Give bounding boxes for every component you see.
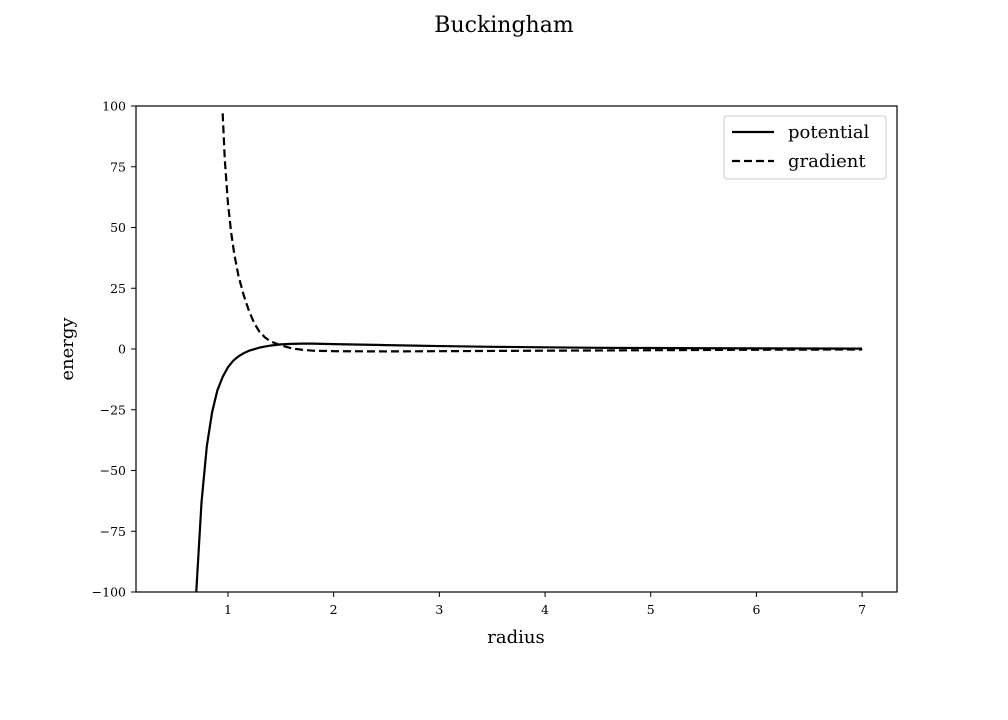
x-tick-label: 5 <box>647 602 655 617</box>
x-tick-label: 6 <box>752 602 760 617</box>
axes-frame <box>135 105 898 593</box>
legend-label-gradient: gradient <box>788 151 866 172</box>
y-tick-label: 50 <box>110 220 126 235</box>
y-tick-label: 100 <box>102 99 126 114</box>
x-tick-label: 4 <box>541 602 549 617</box>
y-tick-label: −75 <box>100 524 126 539</box>
x-tick-label: 1 <box>224 602 232 617</box>
y-tick-label: −50 <box>100 463 126 478</box>
y-tick-label: −100 <box>92 585 126 600</box>
y-tick-label: 0 <box>118 342 126 357</box>
legend-label-potential: potential <box>788 122 870 143</box>
x-axis: 1 2 3 4 5 6 7 <box>224 592 866 617</box>
x-axis-label: radius <box>487 627 544 648</box>
legend: potential gradient <box>723 115 887 180</box>
series-line-gradient <box>221 113 863 353</box>
y-tick-label: −25 <box>100 402 126 417</box>
y-axis: −100 −75 −50 −25 0 25 50 75 100 <box>92 99 136 600</box>
plot-area <box>195 113 863 593</box>
x-tick-label: 2 <box>330 602 338 617</box>
x-tick-label: 3 <box>435 602 443 617</box>
y-tick-label: 75 <box>110 159 126 174</box>
series-line-potential <box>195 342 863 593</box>
y-tick-label: 25 <box>110 281 126 296</box>
x-tick-label: 7 <box>858 602 866 617</box>
chart-title: Buckingham <box>434 13 574 38</box>
y-axis-label: energy <box>57 317 78 381</box>
